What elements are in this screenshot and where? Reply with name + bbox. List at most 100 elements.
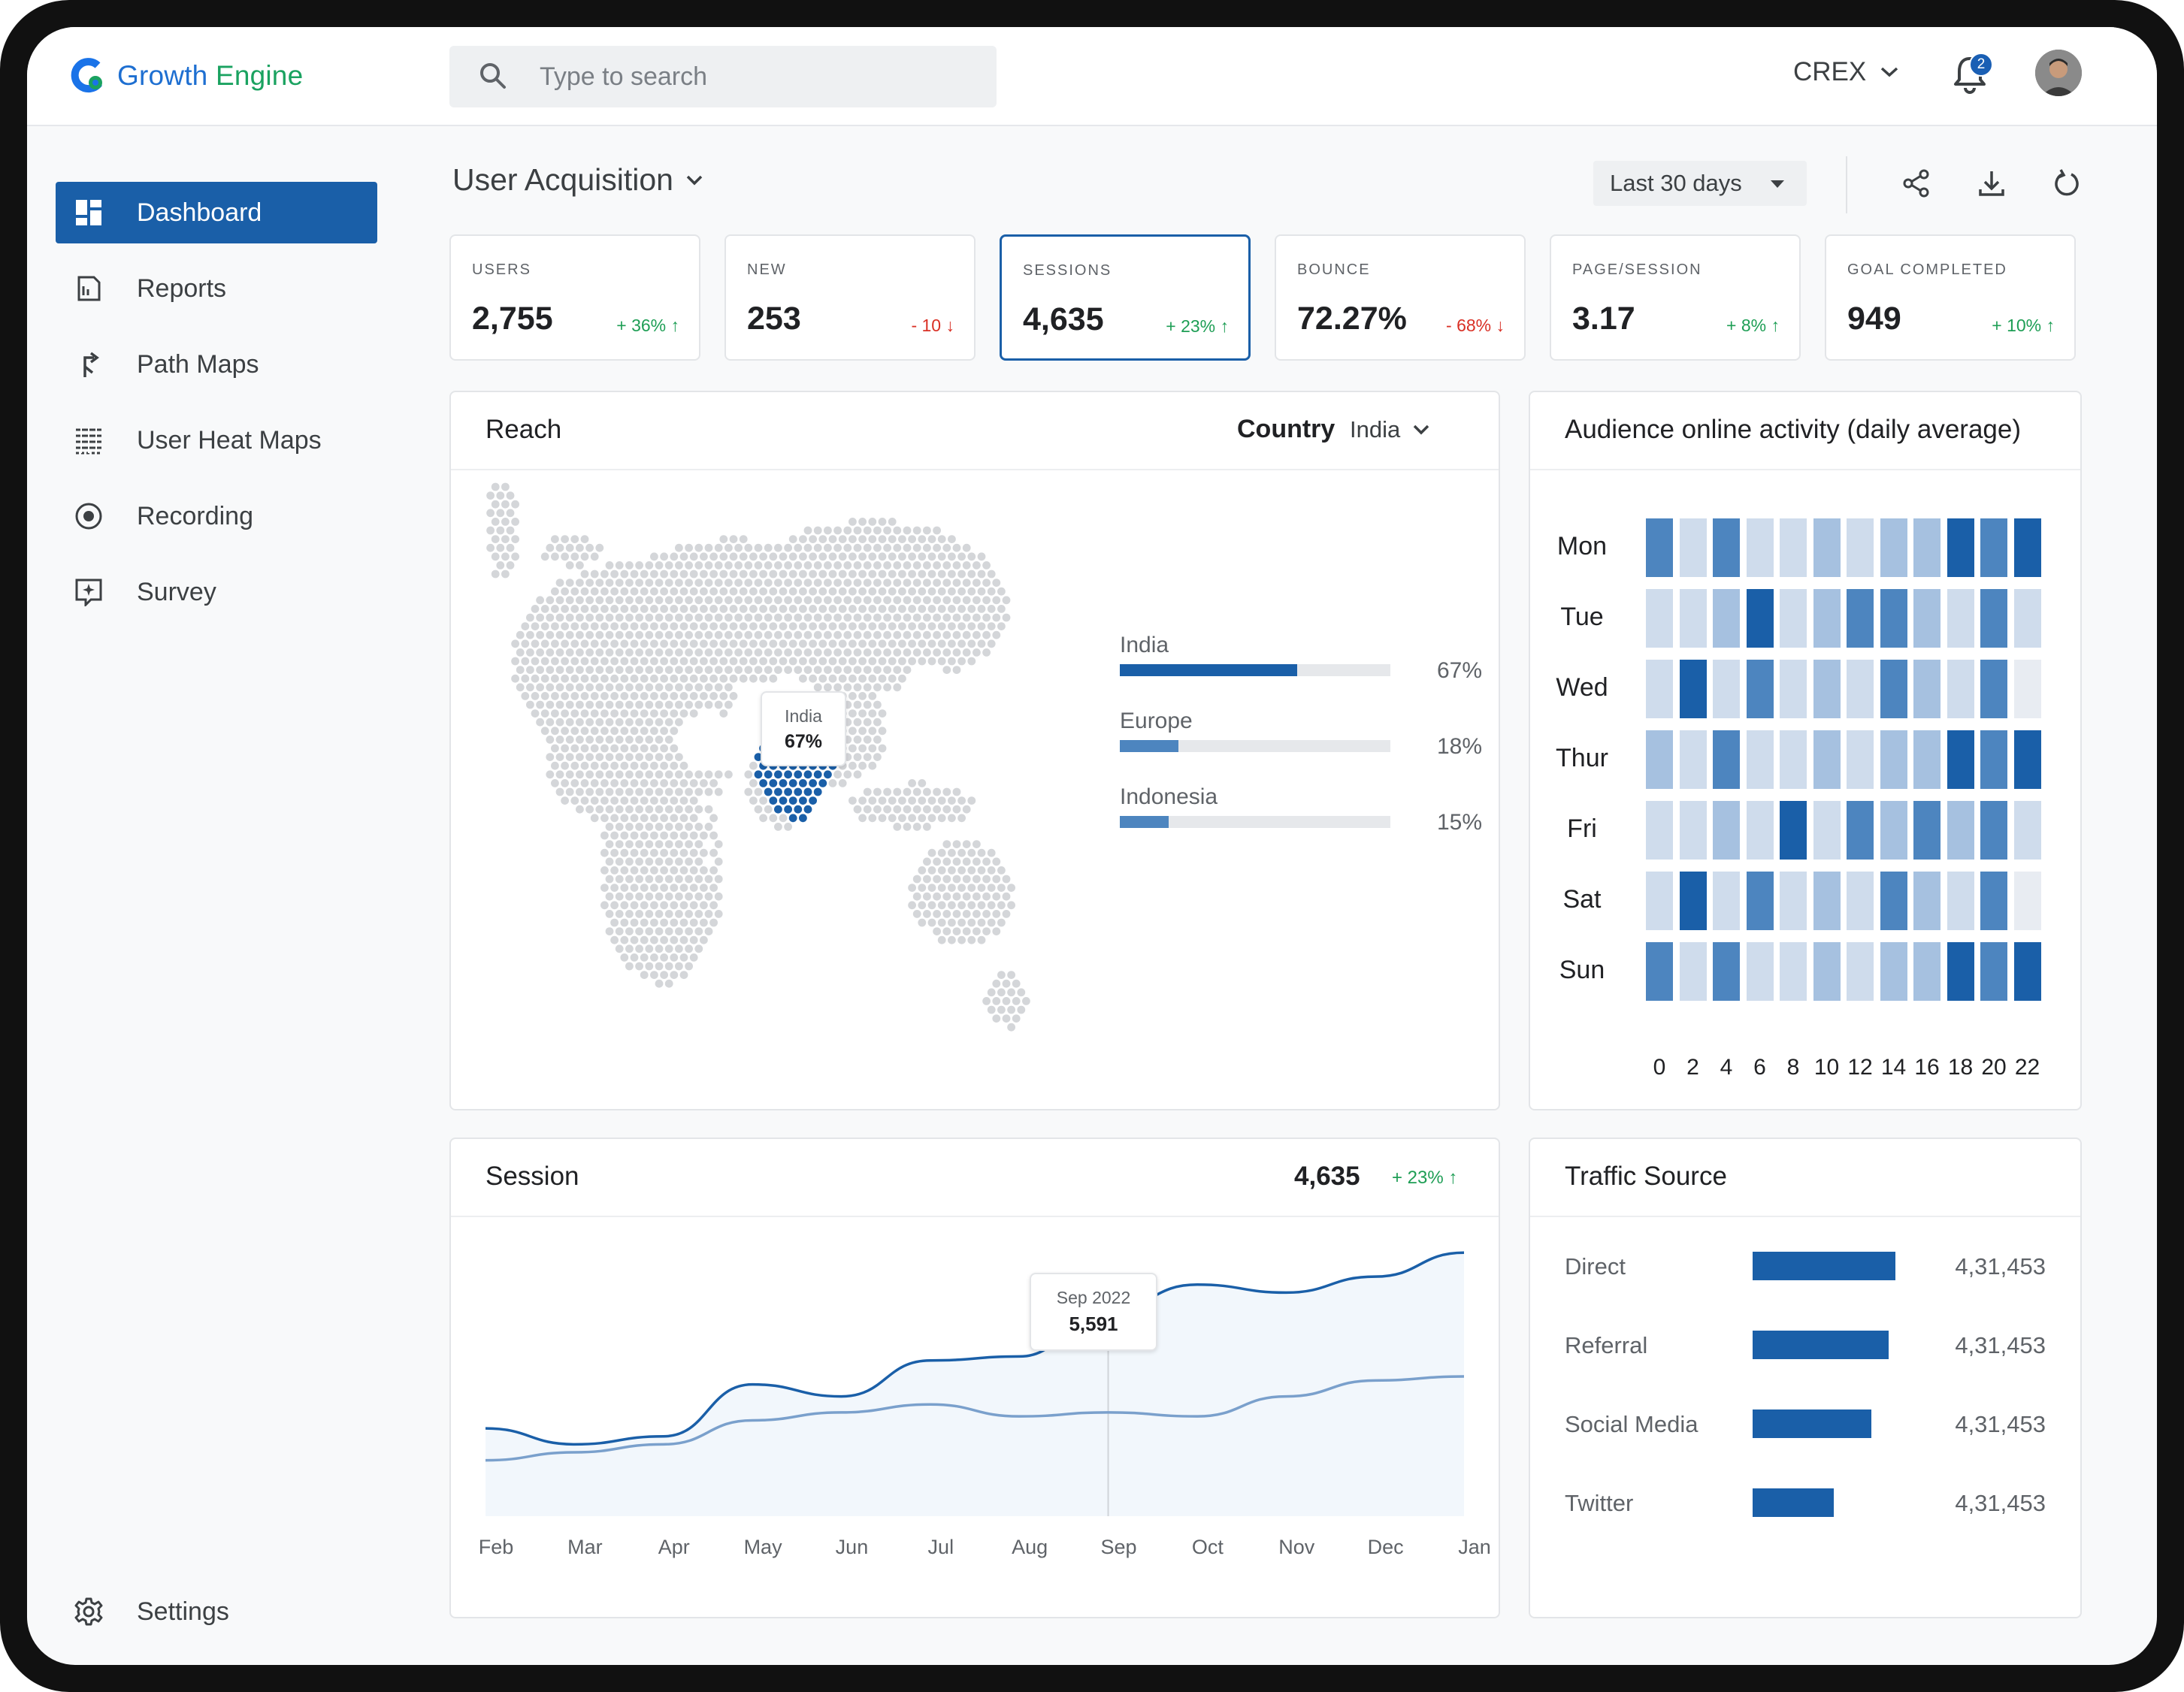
heatmap-cell[interactable]: [1780, 730, 1807, 789]
heatmap-cell[interactable]: [1780, 801, 1807, 860]
heatmap-cell[interactable]: [1880, 660, 1907, 718]
heatmap-cell[interactable]: [1847, 660, 1874, 718]
heatmap-cell[interactable]: [1847, 942, 1874, 1001]
kpi-card-bounce[interactable]: BOUNCE 72.27% - 68% ↓: [1275, 234, 1526, 361]
heatmap-cell[interactable]: [1746, 518, 1774, 577]
share-button[interactable]: [1897, 164, 1936, 203]
heatmap-cell[interactable]: [1847, 518, 1874, 577]
kpi-card-new[interactable]: NEW 253 - 10 ↓: [724, 234, 976, 361]
heatmap-cell[interactable]: [1947, 518, 1974, 577]
sidebar-item-user-heat-maps[interactable]: User Heat Maps: [56, 409, 377, 471]
date-range-select[interactable]: Last 30 days: [1593, 161, 1807, 206]
heatmap-cell[interactable]: [1913, 518, 1940, 577]
heatmap-cell[interactable]: [1847, 801, 1874, 860]
heatmap-cell[interactable]: [1913, 872, 1940, 930]
heatmap-cell[interactable]: [2013, 942, 2041, 1001]
heatmap-cell[interactable]: [1813, 942, 1841, 1001]
heatmap-cell[interactable]: [1780, 872, 1807, 930]
heatmap-cell[interactable]: [1947, 942, 1974, 1001]
heatmap-cell[interactable]: [1713, 518, 1740, 577]
heatmap-cell[interactable]: [1813, 518, 1841, 577]
heatmap-cell[interactable]: [1880, 518, 1907, 577]
heatmap-cell[interactable]: [2013, 730, 2041, 789]
sidebar-item-settings[interactable]: Settings: [56, 1581, 377, 1642]
heatmap-cell[interactable]: [1847, 872, 1874, 930]
heatmap-cell[interactable]: [1947, 801, 1974, 860]
kpi-card-sessions[interactable]: SESSIONS 4,635 + 23% ↑: [1000, 234, 1251, 361]
heatmap-cell[interactable]: [1980, 730, 2007, 789]
heatmap-cell[interactable]: [1780, 942, 1807, 1001]
heatmap-cell[interactable]: [1679, 589, 1707, 648]
heatmap-cell[interactable]: [1880, 801, 1907, 860]
download-button[interactable]: [1972, 164, 2011, 203]
heatmap-cell[interactable]: [1813, 872, 1841, 930]
heatmap-cell[interactable]: [1813, 730, 1841, 789]
heatmap-cell[interactable]: [1679, 801, 1707, 860]
sidebar-item-dashboard[interactable]: Dashboard: [56, 182, 377, 243]
heatmap-cell[interactable]: [1746, 660, 1774, 718]
heatmap-cell[interactable]: [1813, 801, 1841, 860]
avatar[interactable]: [2035, 50, 2082, 96]
sidebar-item-recording[interactable]: Recording: [56, 485, 377, 547]
heatmap-cell[interactable]: [1880, 730, 1907, 789]
kpi-card-goal-completed[interactable]: GOAL COMPLETED 949 + 10% ↑: [1825, 234, 2076, 361]
heatmap-cell[interactable]: [1780, 518, 1807, 577]
heatmap-cell[interactable]: [1947, 660, 1974, 718]
heatmap-cell[interactable]: [1947, 872, 1974, 930]
world-dot-map[interactable]: [481, 482, 1097, 1053]
kpi-card-page-session[interactable]: PAGE/SESSION 3.17 + 8% ↑: [1550, 234, 1801, 361]
search-input[interactable]: Type to search: [449, 46, 997, 107]
heatmap-cell[interactable]: [1780, 589, 1807, 648]
heatmap-cell[interactable]: [1947, 730, 1974, 789]
heatmap-cell[interactable]: [2013, 589, 2041, 648]
heatmap-cell[interactable]: [1679, 518, 1707, 577]
heatmap-cell[interactable]: [1646, 660, 1673, 718]
heatmap-cell[interactable]: [1947, 589, 1974, 648]
heatmap-cell[interactable]: [1746, 942, 1774, 1001]
org-switcher[interactable]: CREX: [1793, 57, 1899, 87]
heatmap-cell[interactable]: [1780, 660, 1807, 718]
heatmap-cell[interactable]: [1880, 589, 1907, 648]
refresh-button[interactable]: [2047, 164, 2086, 203]
heatmap-cell[interactable]: [1646, 730, 1673, 789]
heatmap-cell[interactable]: [1980, 660, 2007, 718]
sidebar-item-survey[interactable]: Survey: [56, 561, 377, 623]
heatmap-cell[interactable]: [1646, 872, 1673, 930]
heatmap-cell[interactable]: [1679, 942, 1707, 1001]
heatmap-cell[interactable]: [1880, 872, 1907, 930]
heatmap-cell[interactable]: [1980, 518, 2007, 577]
heatmap-cell[interactable]: [1646, 589, 1673, 648]
country-select[interactable]: India: [1350, 416, 1430, 443]
heatmap-cell[interactable]: [1713, 942, 1740, 1001]
heatmap-cell[interactable]: [1679, 660, 1707, 718]
heatmap-cell[interactable]: [1646, 518, 1673, 577]
heatmap-cell[interactable]: [1813, 660, 1841, 718]
heatmap-cell[interactable]: [1646, 801, 1673, 860]
heatmap-cell[interactable]: [1913, 589, 1940, 648]
session-line-chart[interactable]: [486, 1222, 1464, 1537]
heatmap-cell[interactable]: [1980, 872, 2007, 930]
heatmap-cell[interactable]: [1713, 872, 1740, 930]
heatmap-cell[interactable]: [1980, 589, 2007, 648]
heatmap-cell[interactable]: [1713, 589, 1740, 648]
app-logo[interactable]: Growth Engine: [71, 57, 303, 95]
heatmap-cell[interactable]: [2013, 518, 2041, 577]
heatmap-cell[interactable]: [1847, 730, 1874, 789]
heatmap-cell[interactable]: [1679, 872, 1707, 930]
heatmap-cell[interactable]: [2013, 872, 2041, 930]
heatmap-cell[interactable]: [1746, 730, 1774, 789]
heatmap-cell[interactable]: [1913, 660, 1940, 718]
heatmap-cell[interactable]: [1746, 872, 1774, 930]
heatmap-cell[interactable]: [2013, 801, 2041, 860]
heatmap-cell[interactable]: [1980, 801, 2007, 860]
heatmap-cell[interactable]: [1646, 942, 1673, 1001]
heatmap-cell[interactable]: [1847, 589, 1874, 648]
sidebar-item-path-maps[interactable]: Path Maps: [56, 334, 377, 395]
heatmap-cell[interactable]: [1679, 730, 1707, 789]
heatmap-cell[interactable]: [1746, 589, 1774, 648]
heatmap-cell[interactable]: [1813, 589, 1841, 648]
heatmap-cell[interactable]: [1713, 660, 1740, 718]
heatmap-cell[interactable]: [1913, 942, 1940, 1001]
heatmap-cell[interactable]: [1980, 942, 2007, 1001]
heatmap-cell[interactable]: [1713, 730, 1740, 789]
